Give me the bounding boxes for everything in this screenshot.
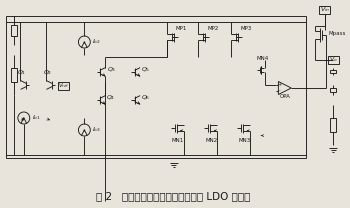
Text: $Q_5$: $Q_5$ [141, 66, 150, 74]
Text: $Q_6$: $Q_6$ [141, 94, 150, 102]
Text: MP1: MP1 [176, 26, 187, 31]
Text: $V_{ref}$: $V_{ref}$ [58, 82, 69, 90]
Text: $Q_3$: $Q_3$ [106, 66, 116, 74]
Text: $I_{b1}$: $I_{b1}$ [32, 114, 41, 123]
Text: $I_{b3}$: $I_{b3}$ [92, 126, 101, 134]
Bar [318, 6, 330, 14]
Text: $I_{b2}$: $I_{b2}$ [92, 38, 101, 46]
Text: MN4: MN4 [257, 56, 269, 61]
Bar [330, 118, 336, 132]
Text: +: + [278, 83, 282, 88]
Bar [11, 68, 17, 82]
Text: $V_o$: $V_o$ [329, 56, 338, 64]
Text: MN2: MN2 [205, 137, 217, 142]
Bar [328, 56, 340, 64]
Bar [6, 16, 306, 158]
Text: $Q_4$: $Q_4$ [106, 94, 116, 102]
Text: Mpass: Mpass [329, 31, 346, 36]
Bar [330, 88, 336, 92]
Bar [11, 25, 17, 36]
Text: -: - [279, 88, 281, 94]
Text: MP3: MP3 [240, 26, 252, 31]
Text: MN3: MN3 [238, 137, 250, 142]
Text: $Q_2$: $Q_2$ [43, 69, 52, 77]
Text: $V_{in}$: $V_{in}$ [320, 6, 329, 14]
Text: OPA: OPA [279, 94, 290, 99]
Bar [330, 70, 336, 73]
Bar [57, 82, 69, 90]
Text: MP2: MP2 [208, 26, 219, 31]
Text: 图 2   一个采用极点跟随频率补偿的 LDO 稳压器: 图 2 一个采用极点跟随频率补偿的 LDO 稳压器 [97, 191, 251, 201]
Text: $Q_1$: $Q_1$ [17, 69, 27, 77]
Text: MN1: MN1 [172, 137, 184, 142]
